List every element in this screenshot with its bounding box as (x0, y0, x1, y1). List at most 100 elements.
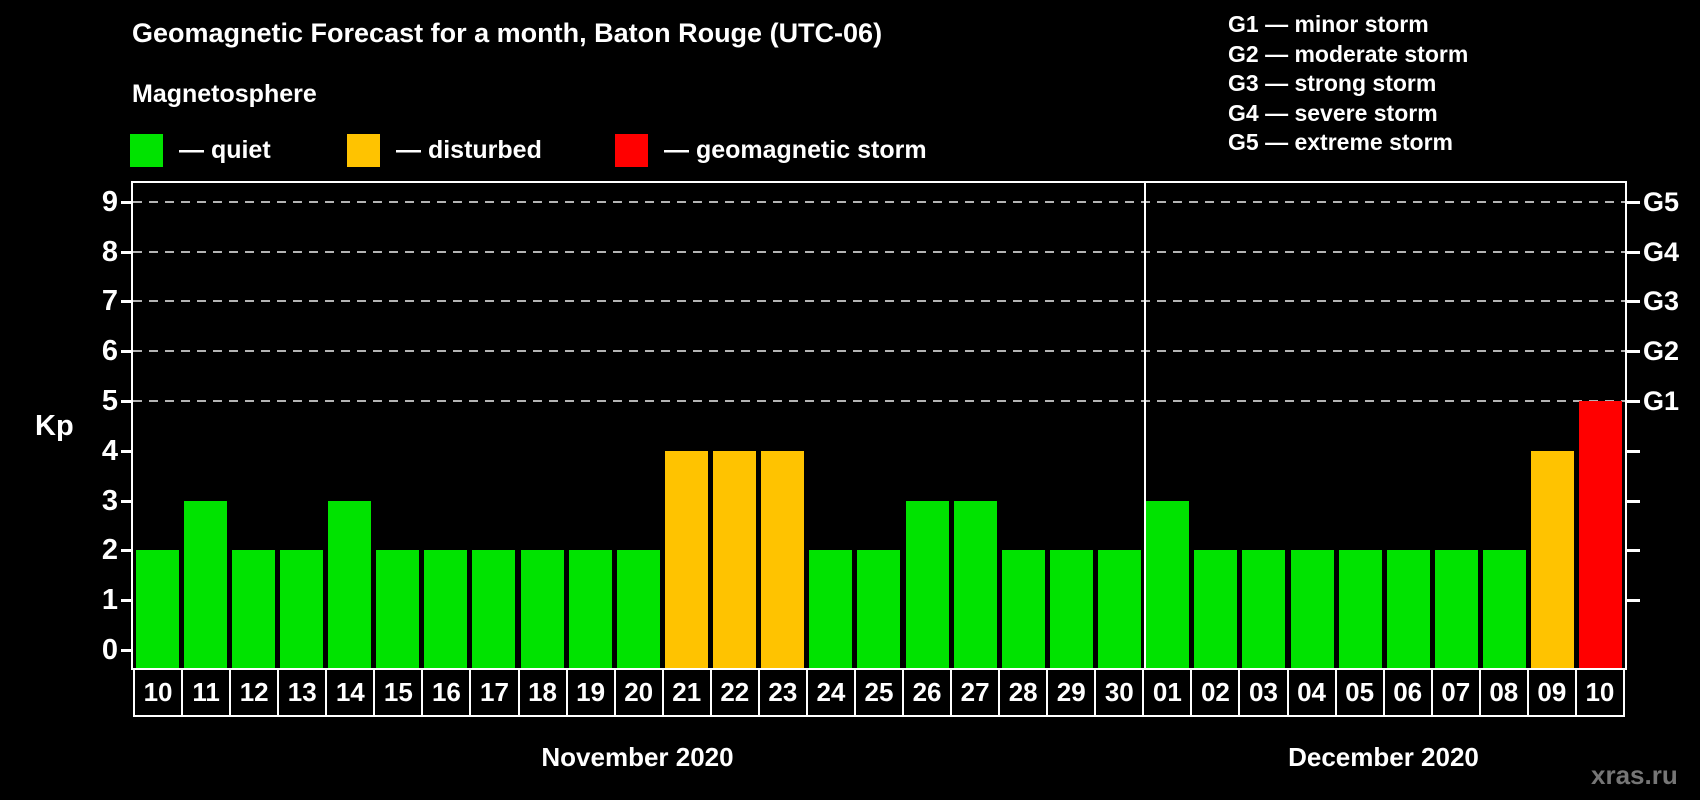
y-tick-label-8: 8 (101, 235, 118, 268)
plot-area (133, 183, 1625, 668)
right-tick-kp4 (1625, 449, 1640, 453)
bar-day-11-quiet (183, 500, 227, 668)
left-tick-kp6 (121, 350, 133, 354)
day-cell-24: 24 (805, 668, 854, 717)
g-scale-label-g5: G5 (1643, 186, 1680, 217)
day-cell-16: 16 (421, 668, 470, 717)
left-tick-kp5 (121, 400, 133, 403)
bar-day-24-quiet (809, 550, 853, 668)
bar-day-13-quiet (279, 550, 323, 668)
y-tick-label-0: 0 (101, 634, 118, 666)
right-tick-kp1 (1625, 599, 1640, 603)
day-cell-28: 28 (998, 668, 1047, 717)
day-cell-21: 21 (661, 668, 710, 717)
left-tick-kp1 (121, 599, 133, 603)
day-cell-18: 18 (517, 668, 566, 717)
right-tick-kp5 (1625, 400, 1640, 403)
day-cell-06: 06 (1382, 668, 1431, 717)
bar-day-06-quiet (1386, 550, 1430, 668)
storm-color-swatch (615, 133, 648, 167)
day-cell-07: 07 (1430, 668, 1479, 717)
day-cell-05: 05 (1334, 668, 1383, 717)
watermark: xras.ru (1591, 760, 1678, 790)
left-tick-kp8 (121, 250, 133, 254)
legend-label-storm: — geomagnetic storm (664, 135, 927, 164)
month-divider (1143, 183, 1146, 668)
bar-day-22-disturbed (713, 450, 757, 668)
storm-scale-legend: G1 — minor storm G2 — moderate storm G3 … (1228, 10, 1468, 158)
gridline-kp8 (133, 250, 1625, 253)
magnetosphere-label: Magnetosphere (132, 80, 317, 108)
bar-day-10-storm (1579, 401, 1623, 668)
y-tick-label-3: 3 (101, 484, 118, 517)
day-cell-25: 25 (853, 668, 902, 717)
storm-scale-g2: G2 — moderate storm (1228, 40, 1469, 67)
legend-item-quiet: — quiet (130, 133, 271, 167)
day-cell-14: 14 (325, 668, 374, 717)
bar-day-27-quiet (953, 500, 997, 668)
bar-day-21-disturbed (664, 450, 708, 668)
bar-day-07-quiet (1434, 550, 1478, 668)
storm-scale-g1: G1 — minor storm (1228, 11, 1429, 37)
day-cell-03: 03 (1238, 668, 1287, 717)
right-tick-kp9 (1625, 200, 1640, 204)
gridline-kp6 (133, 350, 1625, 353)
day-cell-15: 15 (373, 668, 422, 717)
g-scale-label-g3: G3 (1643, 286, 1680, 317)
day-cell-13: 13 (277, 668, 326, 717)
disturbed-color-swatch (347, 133, 380, 167)
bar-day-20-quiet (616, 550, 660, 668)
bar-day-03-quiet (1242, 550, 1286, 668)
day-cell-22: 22 (709, 668, 758, 717)
bar-day-10-quiet (135, 550, 179, 668)
right-tick-kp6 (1625, 350, 1640, 354)
left-tick-kp3 (121, 499, 133, 503)
bar-day-29-quiet (1049, 550, 1093, 668)
y-tick-label-7: 7 (101, 285, 118, 318)
bar-day-08-quiet (1483, 550, 1527, 668)
legend-item-disturbed: — disturbed (347, 133, 542, 167)
bar-day-17-quiet (472, 550, 516, 668)
right-tick-kp2 (1625, 549, 1640, 553)
bar-day-25-quiet (857, 550, 901, 668)
day-cell-12: 12 (229, 668, 278, 717)
bar-day-04-quiet (1290, 550, 1334, 668)
right-tick-kp8 (1625, 250, 1640, 254)
day-cell-27: 27 (950, 668, 999, 717)
bar-day-02-quiet (1194, 550, 1238, 668)
day-cell-17: 17 (469, 668, 518, 717)
month-label-december: December 2020 (1288, 742, 1479, 772)
legend-label-quiet: — quiet (179, 135, 271, 164)
day-cell-10: 10 (1574, 668, 1625, 717)
y-tick-label-6: 6 (101, 335, 118, 368)
bar-day-09-disturbed (1531, 450, 1575, 668)
day-cell-02: 02 (1190, 668, 1239, 717)
bar-day-05-quiet (1338, 550, 1382, 668)
bar-day-19-quiet (568, 550, 612, 668)
legend-label-disturbed: — disturbed (396, 135, 542, 164)
gridline-kp5 (133, 400, 1625, 402)
bar-day-15-quiet (376, 550, 420, 668)
y-tick-label-5: 5 (101, 385, 118, 417)
g-scale-label-g2: G2 (1643, 336, 1680, 367)
day-cell-30: 30 (1094, 668, 1143, 717)
day-cell-08: 08 (1478, 668, 1527, 717)
bar-day-14-quiet (328, 500, 372, 668)
legend-item-storm: — geomagnetic storm (615, 133, 927, 167)
day-axis-row: 10 11 12 13 14 15 16 17 18 19 20 21 22 23 24 25 26 27 28 29… (133, 668, 1625, 717)
day-cell-29: 29 (1046, 668, 1095, 717)
quiet-color-swatch (130, 133, 163, 167)
day-cell-11: 11 (181, 668, 230, 717)
y-tick-label-9: 9 (101, 185, 118, 218)
day-cell-19: 19 (565, 668, 614, 717)
right-tick-kp7 (1625, 300, 1640, 304)
bar-day-18-quiet (520, 550, 564, 668)
storm-scale-g5: G5 — extreme storm (1228, 129, 1453, 155)
y-tick-label-4: 4 (101, 434, 118, 467)
right-tick-kp3 (1625, 499, 1640, 503)
left-tick-kp9 (121, 200, 133, 204)
storm-scale-g4: G4 — severe storm (1228, 99, 1438, 126)
left-tick-kp0 (121, 649, 133, 652)
left-tick-kp7 (121, 300, 133, 304)
